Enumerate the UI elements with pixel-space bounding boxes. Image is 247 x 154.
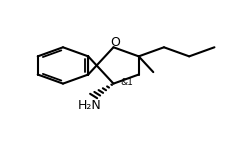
Text: O: O <box>110 36 120 49</box>
Text: H₂N: H₂N <box>78 99 101 112</box>
Text: &1: &1 <box>120 78 133 87</box>
